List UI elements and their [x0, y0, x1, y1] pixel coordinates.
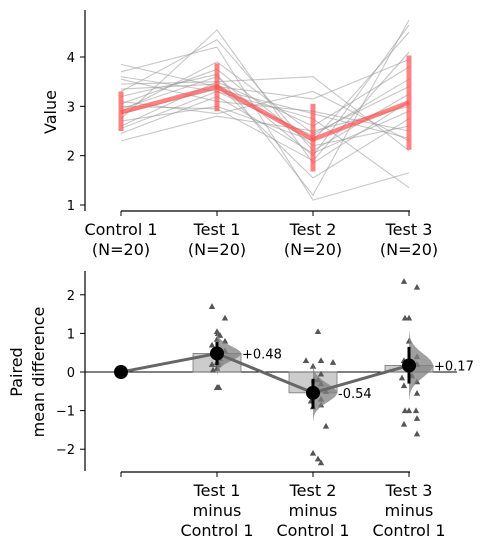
paired-line-16 — [120, 90, 410, 189]
top-x-tick-count-2: (N=20) — [188, 240, 246, 259]
bottom-x-tick-label-2-line-1: Test 1 — [193, 481, 241, 500]
paired-difference-point — [317, 459, 325, 466]
bootstrap-distribution-3 — [409, 331, 433, 400]
paired-difference-point — [317, 357, 325, 363]
bottom-x-tick-label-3-line-3: Control 1 — [276, 521, 349, 540]
top-x-tick-count-4: (N=20) — [380, 240, 438, 259]
bootstrap-distribution-1 — [217, 331, 241, 376]
bottom-x-tick-label-4-line-1: Test 3 — [385, 481, 433, 500]
top-x-tick-label-2: Test 1 — [193, 220, 241, 239]
top-x-tick-count-1: (N=20) — [92, 240, 150, 259]
paired-line-2 — [120, 66, 410, 127]
paired-difference-point — [398, 374, 406, 381]
paired-line-14 — [120, 58, 410, 100]
paired-difference-point — [413, 390, 421, 396]
paired-difference-point — [413, 430, 421, 437]
paired-difference-point — [413, 415, 421, 421]
top-y-ticks: 1 2 3 4 — [67, 51, 85, 214]
group-summary-group — [118, 55, 412, 172]
paired-difference-point — [400, 420, 408, 427]
bootstrap-distribution-2 — [313, 365, 337, 421]
paired-difference-point — [400, 278, 408, 284]
mean-difference-line — [120, 351, 410, 395]
effect-size-summary: +0.48 -0.54 +0.17 — [114, 331, 474, 421]
bottom-y-axis-label-line-2: mean difference — [29, 307, 48, 438]
paired-difference-point — [208, 303, 216, 309]
mean-difference-dot-0 — [114, 365, 128, 379]
top-x-tick-count-3: (N=20) — [284, 240, 342, 259]
paired-difference-point — [412, 407, 420, 414]
bottom-y-ticks: −2 −1 0 1 2 — [56, 289, 85, 458]
mean-difference-dot-1 — [210, 346, 224, 361]
paired-difference-point — [209, 366, 217, 373]
paired-lines-group — [120, 19, 410, 201]
paired-difference-point — [215, 384, 223, 390]
bottom-x-tick-label-2-line-3: Control 1 — [180, 521, 253, 540]
bottom-y-tick-label-2: 2 — [67, 289, 75, 304]
paired-difference-point — [317, 370, 325, 377]
paired-line-19 — [120, 83, 410, 179]
paired-line-11 — [120, 76, 410, 152]
mean-difference-dot-3 — [402, 358, 416, 373]
paired-difference-point — [208, 341, 216, 348]
paired-difference-point — [401, 314, 409, 321]
bottom-y-tick-label--2: −2 — [56, 443, 75, 458]
top-y-tick-label-4: 4 — [67, 51, 75, 66]
paired-difference-point — [309, 449, 317, 456]
paired-difference-point — [314, 455, 322, 462]
bottom-x-tick-label-3-line-2: minus — [289, 501, 338, 520]
paired-difference-point — [208, 361, 216, 367]
paired-line-17 — [120, 24, 410, 157]
paired-line-18 — [120, 90, 410, 142]
bottom-x-tick-label-3-line-1: Test 2 — [289, 481, 337, 500]
top-y-axis-label: Value — [41, 90, 60, 134]
mean-difference-label-2: -0.54 — [338, 387, 372, 402]
bottom-y-axis-label-line-1: Paired — [7, 347, 26, 396]
top-y-tick-label-2: 2 — [67, 150, 75, 165]
paired-difference-point — [329, 359, 337, 365]
mean-line — [120, 84, 410, 142]
bottom-x-tick-label-4-line-3: Control 1 — [372, 521, 445, 540]
paired-difference-point — [322, 422, 330, 429]
top-x-tick-label-3: Test 2 — [289, 220, 337, 239]
paired-difference-point — [302, 357, 310, 363]
mean-difference-dot-2 — [306, 385, 320, 400]
bottom-x-tick-label-2-line-2: minus — [193, 501, 242, 520]
bottom-x-tick-label-4-line-2: minus — [385, 501, 434, 520]
paired-difference-point — [314, 328, 322, 335]
bottom-y-tick-label-0: 0 — [67, 366, 75, 381]
bottom-y-tick-label--1: −1 — [56, 405, 75, 420]
paired-difference-point — [214, 330, 222, 336]
top-y-tick-label-1: 1 — [67, 199, 75, 214]
paired-difference-point — [401, 407, 409, 414]
mean-difference-label-3: +0.17 — [434, 359, 474, 374]
paired-line-4 — [120, 29, 410, 164]
paired-difference-point — [400, 382, 408, 389]
bottom-y-tick-label-1: 1 — [67, 327, 75, 342]
top-x-tick-label-4: Test 3 — [385, 220, 433, 239]
top-y-tick-label-3: 3 — [67, 100, 75, 115]
top-x-tick-label-1: Control 1 — [84, 220, 157, 239]
paired-difference-point — [221, 314, 229, 321]
top-x-ticks: Control 1(N=20)Test 1(N=20)Test 2(N=20)T… — [84, 211, 438, 259]
paired-difference-point — [413, 283, 421, 290]
mean-difference-label-1: +0.48 — [242, 347, 282, 362]
